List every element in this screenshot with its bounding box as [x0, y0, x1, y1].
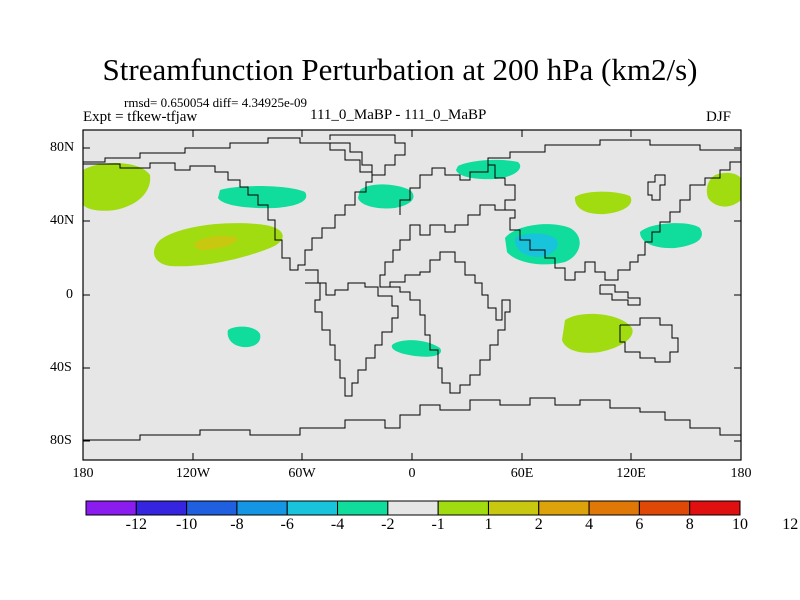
map-panel — [83, 130, 741, 460]
stats-text: rmsd= 0.650054 diff= 4.34925e-09 — [124, 95, 308, 110]
anomaly-blob-northwest-pacific-negative — [640, 223, 702, 249]
lon-tick-label: 180 — [72, 466, 94, 481]
lat-tick-label: 80N — [50, 140, 75, 155]
colorbar-label: -10 — [175, 516, 198, 533]
coastline-asia — [487, 139, 742, 281]
colorbar-label: -12 — [125, 516, 147, 533]
anomaly-blob-north-america-negative — [218, 186, 307, 209]
colorbar-label: -6 — [280, 516, 294, 533]
coastline-north-america — [83, 137, 373, 271]
colorbar-swatch — [689, 500, 741, 516]
colorbar-swatch — [186, 500, 238, 516]
colorbar-label: 2 — [534, 516, 543, 533]
colorbar-label: 12 — [782, 516, 799, 533]
lat-tick-label: 0 — [66, 287, 73, 302]
lon-tick-label: 60E — [510, 466, 534, 481]
colorbar-swatch — [387, 500, 439, 516]
colorbar — [85, 500, 741, 516]
anomaly-blob-east-pacific-core — [194, 235, 238, 250]
colorbar-label: -8 — [230, 516, 244, 533]
season-label: DJF — [706, 109, 732, 125]
colorbar-swatch — [538, 500, 590, 516]
coastline-antarctica — [83, 397, 741, 441]
colorbar-label: 4 — [585, 516, 594, 533]
coastline-australia — [619, 317, 679, 363]
anomaly-blob-south-atlantic-negative — [391, 340, 441, 357]
coastline-east-asia-islands — [647, 174, 666, 201]
colorbar-label: 6 — [635, 516, 644, 533]
colorbar-swatch — [638, 500, 691, 516]
colorbar-swatch — [135, 500, 188, 516]
colorbar-swatch — [487, 500, 540, 516]
anomaly-blob-south-pacific-negative — [227, 326, 261, 348]
anomaly-fields — [83, 159, 741, 357]
lon-tick-label: 120W — [175, 466, 211, 481]
lat-tick-label: 40N — [50, 213, 75, 228]
lat-tick-label: 40S — [50, 360, 72, 375]
coastline-europe-africa — [379, 164, 516, 394]
lon-tick-label: 60W — [288, 466, 316, 481]
colorbar-label: -2 — [381, 516, 395, 533]
colorbar-label: 10 — [732, 516, 748, 533]
colorbar-swatch — [85, 500, 137, 516]
lat-tick-label: 80S — [50, 433, 72, 448]
tick-marks — [82, 130, 742, 460]
colorbar-swatch — [588, 500, 640, 516]
coastline-greenland — [329, 134, 406, 176]
anomaly-blob-asia-negative-core — [514, 233, 558, 257]
colorbar-label: 8 — [685, 516, 694, 533]
colorbar-swatch — [437, 500, 489, 516]
lon-tick-label: 120E — [616, 466, 646, 481]
plot-title: Streamfunction Perturbation at 200 hPa (… — [102, 52, 698, 87]
coastline-south-america — [305, 269, 399, 397]
anomaly-blob-west-pacific-positive — [706, 172, 741, 207]
colorbar-swatch — [236, 500, 288, 516]
anomaly-blob-east-asia-positive — [574, 191, 632, 215]
coastlines — [83, 134, 742, 441]
lon-tick-label: 180 — [730, 466, 752, 481]
anomaly-blob-north-pacific-positive — [83, 163, 151, 211]
coastline-southeast-asia — [599, 284, 641, 306]
lon-tick-label: 0 — [408, 466, 416, 481]
colorbar-swatch — [337, 500, 389, 516]
runs-label: 111_0_MaBP - 111_0_MaBP — [310, 107, 487, 123]
colorbar-label: -1 — [431, 516, 445, 533]
colorbar-label: 1 — [484, 516, 493, 533]
experiment-label: Expt = tfkew-tfjaw — [83, 109, 198, 125]
colorbar-swatch — [286, 500, 339, 516]
anomaly-blob-indian-ocean-positive — [562, 313, 633, 353]
colorbar-label: -4 — [330, 516, 345, 533]
